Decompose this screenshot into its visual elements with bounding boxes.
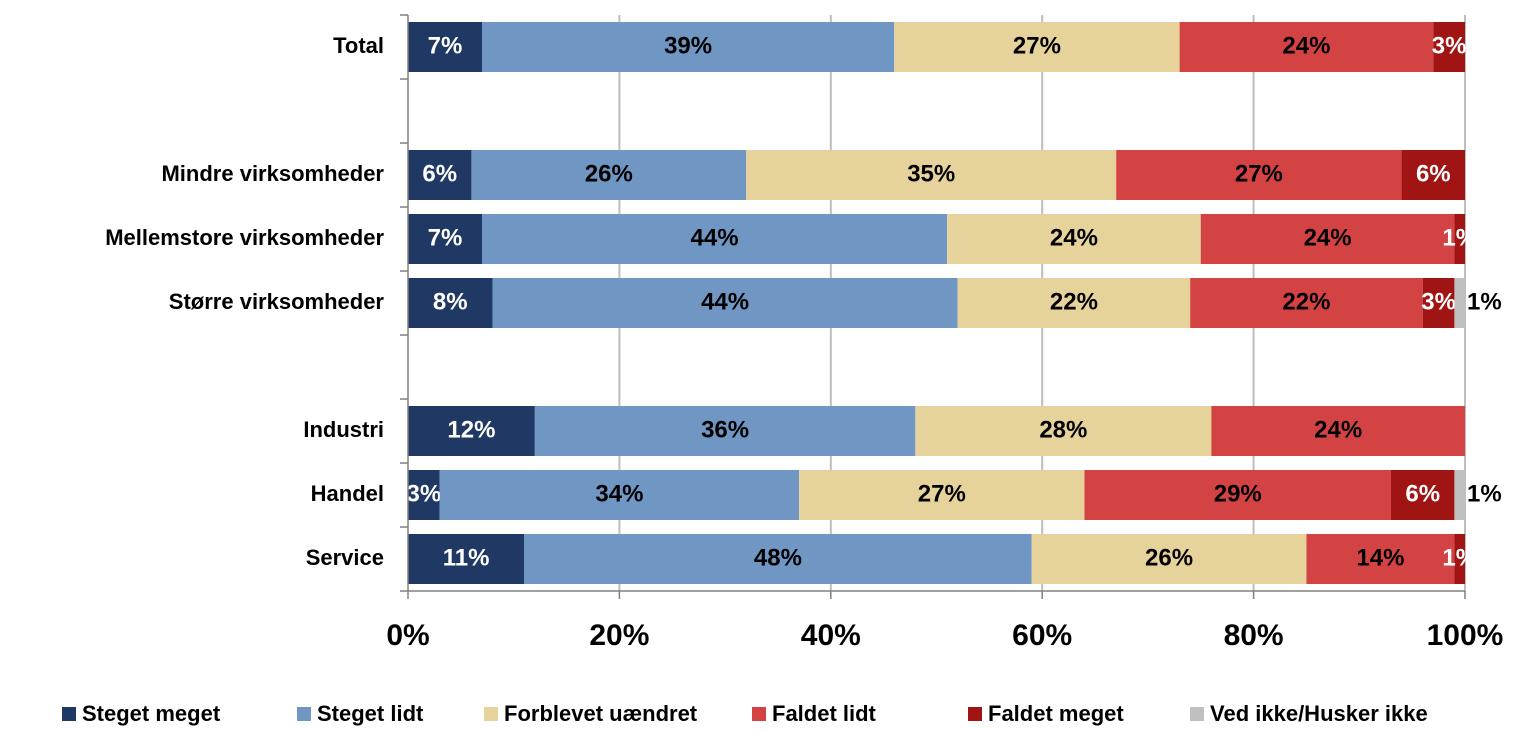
x-tick-label: 0% [386,619,429,652]
y-tick-label: Service [306,545,384,570]
data-label: 6% [1416,160,1451,187]
bar-segment [1306,534,1455,584]
data-label: 28% [1039,416,1087,443]
bar-segment [1179,22,1434,72]
legend-swatch [297,707,311,721]
bar-segment [915,406,1212,456]
data-label: 12% [447,416,495,443]
bar-segment [408,534,525,584]
legend-label: Ved ikke/Husker ikke [1210,701,1428,726]
legend-swatch [1190,707,1204,721]
data-label: 1% [1442,224,1477,251]
data-label: 27% [1235,160,1283,187]
bar-segment [408,22,482,72]
bar-segment [1454,470,1465,520]
bar-segment [492,278,958,328]
data-label: 1% [1442,544,1477,571]
bar-segment [894,22,1180,72]
legend-swatch [752,707,766,721]
y-tick-label: Total [333,33,384,58]
x-tick-label: 20% [589,619,649,652]
data-label: 22% [1050,288,1098,315]
bar-segment [408,406,535,456]
y-tick-label: Industri [303,417,384,442]
legend-swatch [968,707,982,721]
data-label: 36% [701,416,749,443]
bar-segment [1433,22,1465,72]
data-label: 22% [1282,288,1330,315]
bar-segment [408,470,440,520]
bar-segment [1200,214,1455,264]
bar-segment [439,470,800,520]
y-tick-label: Mindre virksomheder [161,161,384,186]
bar-segment [1116,150,1402,200]
bar-segment [957,278,1191,328]
data-label: 26% [1145,544,1193,571]
x-tick-label: 40% [801,619,861,652]
data-label: 44% [691,224,739,251]
bar-segment [1190,278,1423,328]
bar-segment [408,278,493,328]
y-tick-label: Mellemstore virksomheder [105,225,384,250]
bar-segment [534,406,916,456]
legend-swatch [62,707,76,721]
data-label: 24% [1314,416,1362,443]
data-label: 39% [664,32,712,59]
legend-swatch [484,707,498,721]
data-label: 34% [595,480,643,507]
data-label: 6% [422,160,457,187]
legend-label: Faldet lidt [772,701,877,726]
y-tick-label: Handel [311,481,384,506]
bar-segment [408,214,482,264]
data-label: 44% [701,288,749,315]
bar-segment [1401,150,1465,200]
data-label: 26% [585,160,633,187]
x-tick-label: 100% [1427,619,1504,652]
data-label: 27% [918,480,966,507]
data-label: 14% [1356,544,1404,571]
data-label: 3% [407,480,442,507]
data-label: 24% [1282,32,1330,59]
bar-segment [524,534,1032,584]
data-label: 1% [1467,288,1502,315]
data-label: 7% [428,32,463,59]
data-label: 24% [1304,224,1352,251]
data-label: 6% [1405,480,1440,507]
bar-segment [1454,278,1465,328]
data-label: 7% [428,224,463,251]
data-label: 3% [1432,32,1467,59]
bar-segment [1454,214,1465,264]
x-tick-label: 80% [1224,619,1284,652]
bar-segment [1031,534,1307,584]
bar-segment [481,22,895,72]
bar-segment [408,150,472,200]
bar-segment [947,214,1201,264]
data-label: 27% [1013,32,1061,59]
data-label: 35% [907,160,955,187]
data-label: 8% [433,288,468,315]
bar-segment [1454,534,1465,584]
bar-segment [471,150,747,200]
data-label: 48% [754,544,802,571]
bar-segment [746,150,1117,200]
y-tick-label: Større virksomheder [169,289,385,314]
data-label: 1% [1467,480,1502,507]
bar-segment [1211,406,1465,456]
data-label: 29% [1214,480,1262,507]
legend-label: Steget lidt [317,701,424,726]
data-label: 24% [1050,224,1098,251]
legend-label: Faldet meget [988,701,1124,726]
data-label: 3% [1421,288,1456,315]
data-label: 11% [443,544,490,571]
legend-label: Forblevet uændret [504,701,698,726]
bar-segment [1084,470,1392,520]
bar-segment [799,470,1085,520]
bar-segment [1422,278,1455,328]
bar-segment [481,214,948,264]
legend-label: Steget meget [82,701,221,726]
x-tick-label: 60% [1012,619,1072,652]
bar-segment [1391,470,1455,520]
